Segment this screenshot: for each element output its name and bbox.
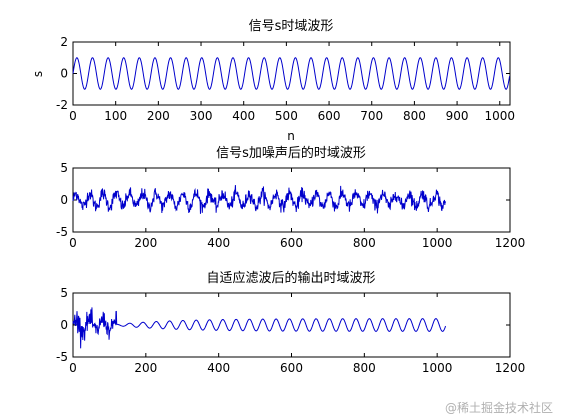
subplot-1: 信号s时域波形 n s 0 100 200 300 400 500 600 700 800 900… bbox=[31, 19, 515, 143]
chart-title-2: 信号s加噪声后的时域波形 bbox=[216, 145, 366, 161]
x-tick-label: 1000 bbox=[422, 236, 453, 250]
x-tick-label: 400 bbox=[207, 236, 230, 250]
x-tick-label: 400 bbox=[207, 361, 230, 375]
x-tick-label: 800 bbox=[403, 109, 426, 123]
y-tick-label: 0 bbox=[60, 67, 68, 81]
x-tick-label: 600 bbox=[318, 109, 341, 123]
x-tick-label: 0 bbox=[69, 109, 77, 123]
watermark-text: @稀土掘金技术社区 bbox=[445, 399, 553, 416]
x-tick-label: 200 bbox=[134, 361, 157, 375]
x-tick-label: 1000 bbox=[484, 109, 515, 123]
y-tick-label: 0 bbox=[60, 318, 68, 332]
x-tick-label: 1200 bbox=[495, 361, 526, 375]
x-tick-label: 100 bbox=[104, 109, 127, 123]
x-tick-label: 600 bbox=[280, 236, 303, 250]
y-tick-label: 5 bbox=[60, 286, 68, 300]
x-tick-label: 0 bbox=[69, 361, 77, 375]
x-tick-label: 800 bbox=[353, 361, 376, 375]
chart-title-1: 信号s时域波形 bbox=[249, 19, 334, 34]
x-tick-label: 700 bbox=[360, 109, 383, 123]
x-tick-label: 400 bbox=[232, 109, 255, 123]
x-axis-label-1: n bbox=[287, 129, 295, 143]
y-tick-label: -2 bbox=[56, 98, 68, 112]
x-tick-label: 300 bbox=[190, 109, 213, 123]
x-tick-label: 900 bbox=[446, 109, 469, 123]
x-tick-label: 0 bbox=[69, 236, 77, 250]
x-tick-label: 1200 bbox=[495, 236, 526, 250]
plot-frame-3 bbox=[73, 293, 510, 357]
x-tick-label: 500 bbox=[275, 109, 298, 123]
y-tick-label: 0 bbox=[60, 193, 68, 207]
y-tick-label: 5 bbox=[60, 161, 68, 175]
x-tick-label: 1000 bbox=[422, 361, 453, 375]
x-tick-label: 800 bbox=[353, 236, 376, 250]
x-tick-label: 200 bbox=[147, 109, 170, 123]
y-tick-label: 2 bbox=[60, 35, 68, 49]
x-tick-label: 600 bbox=[280, 361, 303, 375]
y-axis-label-1: s bbox=[31, 71, 45, 77]
subplot-3: 自适应滤波后的输出时域波形 0 200 400 600 800 1000 1200-505 bbox=[56, 270, 525, 375]
chart-title-3: 自适应滤波后的输出时域波形 bbox=[206, 270, 375, 286]
y-tick-label: -5 bbox=[56, 350, 68, 364]
y-tick-label: -5 bbox=[56, 225, 68, 239]
subplot-2: 信号s加噪声后的时域波形 0 200 400 600 800 1000 1200-505 bbox=[56, 145, 525, 250]
x-tick-label: 200 bbox=[134, 236, 157, 250]
